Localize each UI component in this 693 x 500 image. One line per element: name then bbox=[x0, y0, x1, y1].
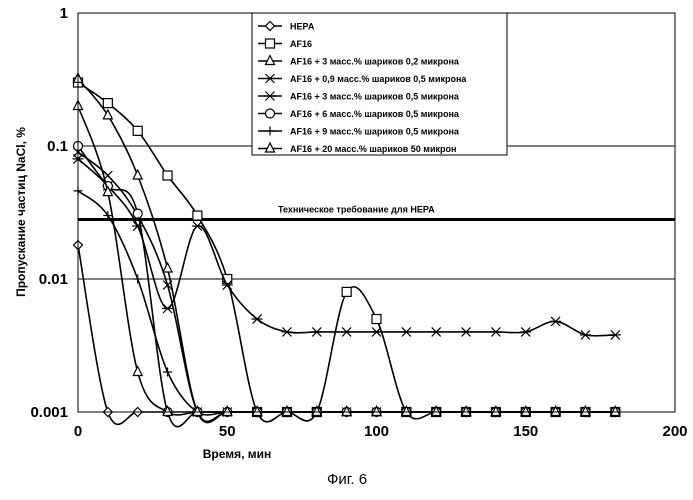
series-line bbox=[78, 245, 615, 424]
legend-entry-label: AF16 bbox=[290, 39, 312, 49]
data-point bbox=[192, 222, 203, 231]
figure-caption: Фиг. 6 bbox=[327, 471, 367, 488]
data-point bbox=[133, 275, 142, 284]
x-tick-label: 50 bbox=[219, 423, 236, 440]
data-point bbox=[162, 304, 173, 313]
data-point bbox=[372, 315, 381, 324]
data-point bbox=[163, 263, 172, 272]
series-line bbox=[78, 146, 615, 427]
x-tick-label: 100 bbox=[364, 423, 389, 440]
data-point bbox=[163, 171, 172, 180]
x-tick-label: 0 bbox=[74, 423, 82, 440]
y-tick-label: 1 bbox=[60, 5, 68, 22]
reference-line-group: Техническое требование для HEPA bbox=[78, 205, 675, 220]
data-point bbox=[133, 126, 142, 135]
data-point bbox=[371, 327, 382, 336]
data-point bbox=[252, 315, 263, 324]
legend: HEPA AF16 AF16 + 3 масс.% шариков 0,2 ми… bbox=[252, 13, 507, 155]
y-tick-label: 0.1 bbox=[47, 138, 68, 155]
data-point bbox=[490, 327, 501, 336]
data-point bbox=[431, 327, 442, 336]
data-point bbox=[133, 170, 142, 179]
data-point bbox=[311, 327, 322, 336]
data-point bbox=[401, 327, 412, 336]
data-point bbox=[580, 330, 591, 339]
series-5 bbox=[73, 154, 621, 339]
data-point bbox=[193, 211, 202, 220]
chart: Техническое требование для HEPA 0 50 100… bbox=[0, 0, 693, 500]
legend-entry-label: AF16 + 9 масс.% шариков 0,5 микрона bbox=[290, 127, 460, 137]
legend-entry-label: AF16 + 20 масс.% шариков 50 микрон bbox=[290, 144, 456, 154]
y-tick-label: 0.001 bbox=[30, 404, 68, 421]
y-axis-label: Пропускание частиц NaCl, % bbox=[14, 127, 28, 297]
legend-entry-label: HEPA bbox=[290, 22, 315, 32]
data-point bbox=[550, 317, 561, 326]
data-point bbox=[266, 39, 275, 48]
series-line bbox=[78, 191, 615, 415]
data-point bbox=[163, 367, 172, 376]
hepa-requirement-label: Техническое требование для HEPA bbox=[278, 205, 435, 215]
legend-entry-label: AF16 + 3 масс.% шариков 0,2 микрона bbox=[290, 57, 460, 67]
y-tick-label: 0.01 bbox=[39, 271, 68, 288]
data-point bbox=[103, 99, 112, 108]
series-line bbox=[78, 152, 615, 421]
x-axis-label: Время, мин bbox=[203, 447, 272, 461]
data-point bbox=[461, 327, 472, 336]
data-point bbox=[610, 330, 621, 339]
data-point bbox=[133, 209, 142, 218]
data-point bbox=[520, 327, 531, 336]
data-point bbox=[342, 287, 351, 296]
data-point bbox=[266, 109, 275, 118]
legend-entry-label: AF16 + 6 масс.% шариков 0,5 микрона bbox=[290, 109, 460, 119]
x-tick-label: 150 bbox=[513, 423, 538, 440]
data-point bbox=[341, 327, 352, 336]
series-line bbox=[78, 159, 615, 336]
x-tick-label: 200 bbox=[662, 423, 687, 440]
data-point bbox=[281, 327, 292, 336]
legend-entry-label: AF16 + 3 масс.% шариков 0,5 микрона bbox=[290, 92, 460, 102]
data-point bbox=[133, 366, 142, 375]
legend-entry-label: AF16 + 0,9 масс.% шариков 0,5 микрона bbox=[290, 74, 467, 84]
